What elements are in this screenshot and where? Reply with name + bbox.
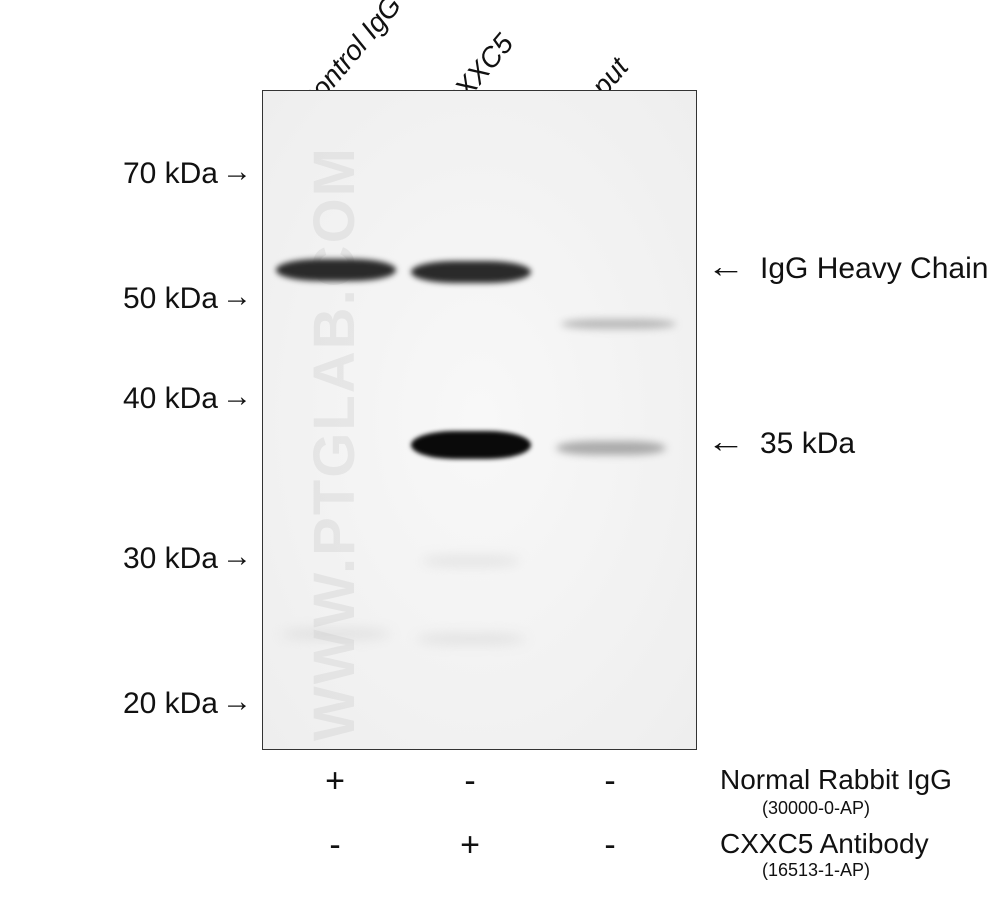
band — [411, 261, 531, 283]
band-arrow-icon: ← — [707, 423, 745, 460]
band — [276, 259, 396, 281]
condition-cell: + — [450, 826, 490, 865]
band-annotation-label: IgG Heavy Chain — [760, 252, 988, 286]
mw-label: 40 kDa — [108, 382, 218, 416]
condition-cell: - — [590, 826, 630, 865]
mw-arrow-icon: → — [222, 540, 252, 574]
band — [411, 431, 531, 459]
band — [421, 556, 521, 566]
blot-background — [263, 91, 696, 749]
mw-label: 20 kDa — [108, 687, 218, 721]
condition-cell: - — [315, 826, 355, 865]
mw-arrow-icon: → — [222, 155, 252, 189]
condition-cell: - — [590, 762, 630, 801]
mw-label: 50 kDa — [108, 282, 218, 316]
condition-row-label: Normal Rabbit IgG — [720, 764, 952, 796]
band-annotation-label: 35 kDa — [760, 427, 855, 461]
mw-arrow-icon: → — [222, 380, 252, 414]
band — [281, 629, 391, 639]
band-arrow-icon: ← — [707, 248, 745, 285]
mw-arrow-icon: → — [222, 280, 252, 314]
condition-cell: - — [450, 762, 490, 801]
mw-arrow-icon: → — [222, 685, 252, 719]
condition-row-sublabel: (30000-0-AP) — [762, 798, 870, 819]
band — [416, 634, 526, 644]
figure-stage: Control IgG CXXC5 Input WWW.PTGLAB.COM 7… — [0, 0, 1000, 903]
mw-label: 30 kDa — [108, 542, 218, 576]
mw-label: 70 kDa — [108, 157, 218, 191]
condition-cell: + — [315, 762, 355, 801]
band — [556, 441, 666, 455]
band — [561, 319, 676, 329]
condition-row-label: CXXC5 Antibody — [720, 828, 929, 860]
condition-row-sublabel: (16513-1-AP) — [762, 860, 870, 881]
blot-panel: WWW.PTGLAB.COM — [262, 90, 697, 750]
